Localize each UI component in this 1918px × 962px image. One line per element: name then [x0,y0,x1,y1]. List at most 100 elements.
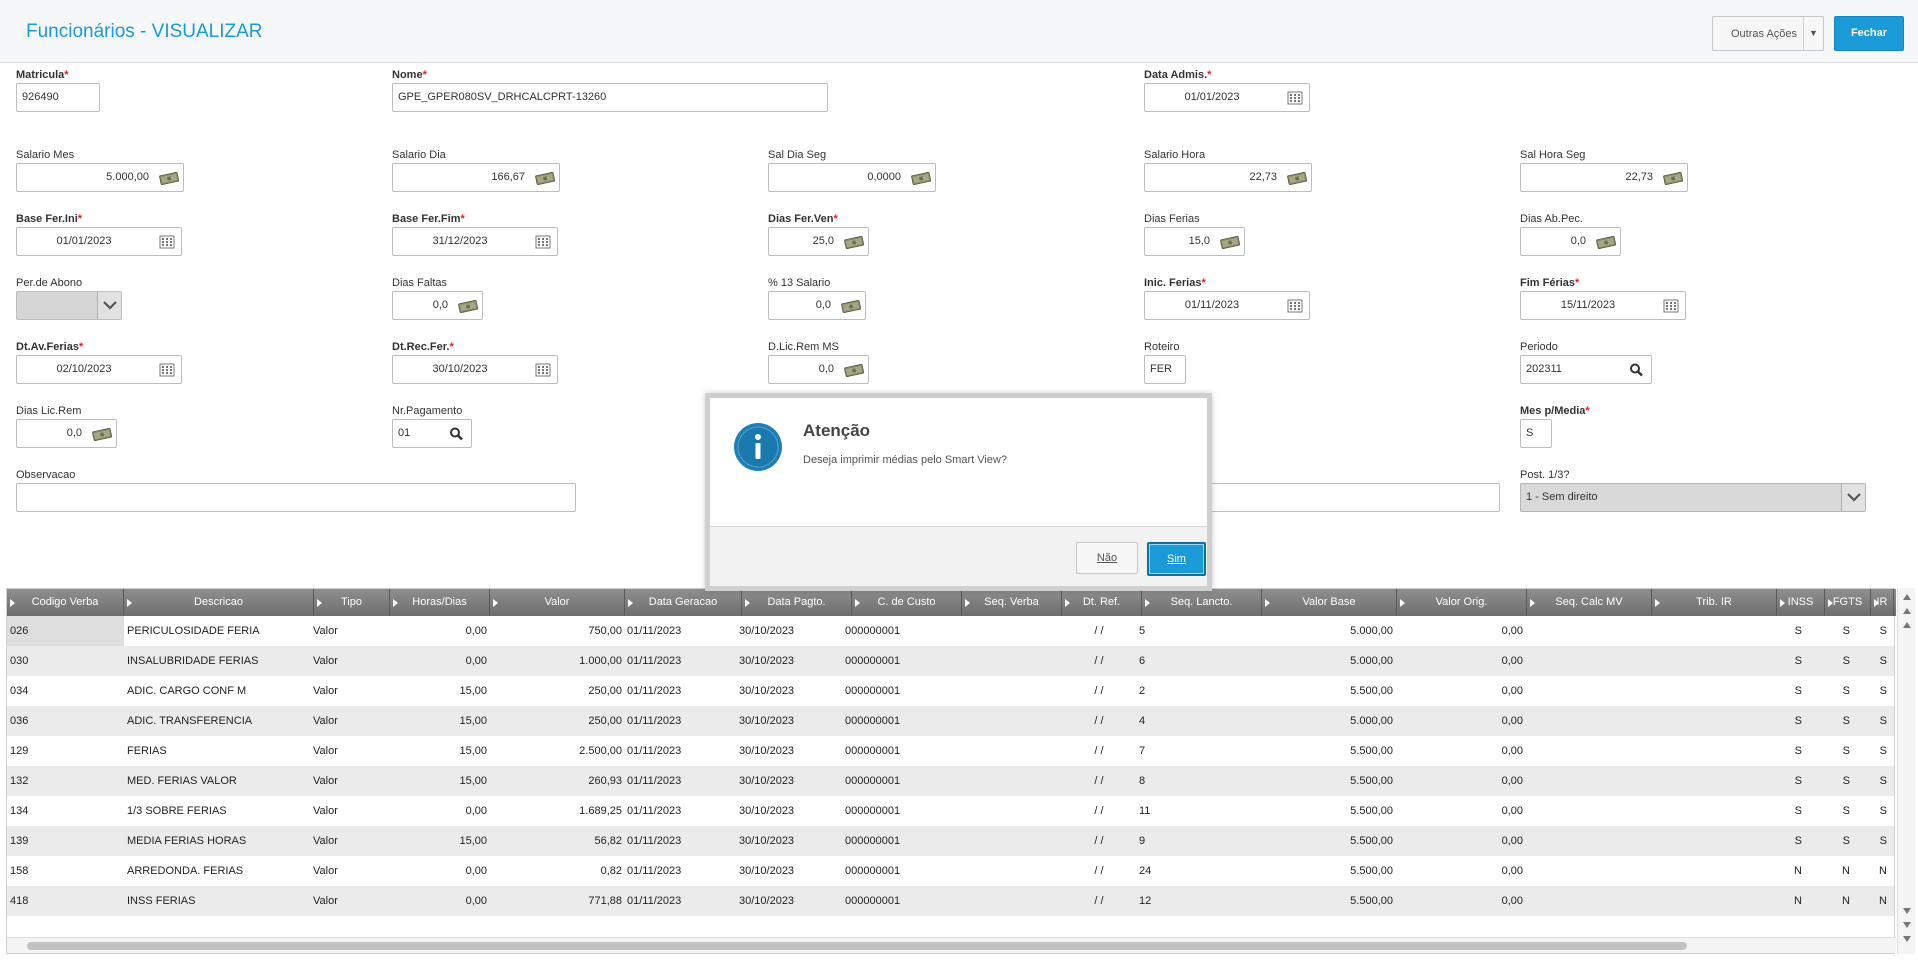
column-header[interactable]: FGTS [1825,589,1871,616]
table-cell: 030 [10,655,29,667]
table-row[interactable]: 418 INSS FERIAS Valor 0,00 771,88 01/11/2023 3… [7,886,1894,916]
table-row[interactable]: 026 PERICULOSIDADE FERIA Valor 0,00 750,00 01… [7,616,1894,646]
salario-dia-input[interactable]: 166,67 [392,163,560,192]
base-fer-fim-input[interactable]: 31/12/2023 [392,227,558,256]
money-icon[interactable] [844,362,864,378]
search-icon[interactable] [447,426,467,442]
post-1-3-input[interactable]: 1 - Sem direito [1520,483,1866,512]
table-row[interactable]: 139 MEDIA FERIAS HORAS Valor 15,00 56,82 01/1… [7,826,1894,856]
calendar-icon[interactable] [533,362,553,378]
column-header[interactable]: Seq. Lancto. [1142,589,1262,616]
money-icon[interactable] [92,426,112,442]
caret-down-icon[interactable]: ▼ [1803,17,1823,50]
nr-pagamento-input[interactable]: 01 [392,419,472,448]
column-header[interactable]: Valor Base [1262,589,1397,616]
sal-dia-seg-input[interactable]: 0,0000 [768,163,936,192]
search-icon[interactable] [1627,362,1647,378]
money-icon[interactable] [159,170,179,186]
sal-hora-seg-input[interactable]: 22,73 [1520,163,1688,192]
table-cell: S [1794,655,1802,667]
calendar-icon[interactable] [1285,298,1305,314]
table-row[interactable]: 134 1/3 SOBRE FERIAS Valor 0,00 1.689,25 01/1… [7,796,1894,826]
roteiro-input[interactable]: FER [1144,355,1186,384]
scroll-down-arrows-icon[interactable] [1899,888,1915,948]
table-row[interactable]: 129 FERIAS Valor 15,00 2.500,00 01/11/2023 30/… [7,736,1894,766]
column-header[interactable]: Codigo Verba [7,589,124,616]
table-row[interactable]: 036 ADIC. TRANSFERENCIA Valor 15,00 250,00 01… [7,706,1894,736]
dt-av-ferias-input[interactable]: 02/10/2023 [16,355,182,384]
calendar-icon[interactable] [157,362,177,378]
vertical-scrollbar[interactable] [1897,588,1915,954]
outras-acoes-button[interactable]: Outras Ações ▼ [1712,16,1824,51]
column-header[interactable]: IR [1871,589,1894,616]
column-header-label: INSS [1787,596,1814,608]
money-icon[interactable] [911,170,931,186]
table-cell [1527,796,1647,826]
label-text: % 13 Salario [768,277,831,289]
column-header[interactable]: C. de Custo [852,589,962,616]
periodo-input[interactable]: 202311 [1520,355,1652,384]
column-header[interactable]: Data Pagto. [742,589,852,616]
column-header[interactable]: Dt. Ref. [1062,589,1142,616]
table-row[interactable]: 030 INSALUBRIDADE FERIAS Valor 0,00 1.000,00… [7,646,1894,676]
mes-p-media-input[interactable]: S [1520,419,1552,448]
table-row[interactable]: 034 ADIC. CARGO CONF M Valor 15,00 250,00 01/… [7,676,1894,706]
money-icon[interactable] [1287,170,1307,186]
nome-input[interactable]: GPE_GPER080SV_DRHCALCPRT-13260 [392,83,828,112]
yes-button[interactable]: Sim [1147,542,1206,576]
label-text: Dias Fer.Ven [768,213,834,225]
table-row[interactable]: 132 MED. FERIAS VALOR Valor 15,00 260,93 01/1… [7,766,1894,796]
d-lic-rem-ms-input[interactable]: 0,0 [768,355,869,384]
label-text: Base Fer.Fim [392,213,461,225]
column-header[interactable]: Horas/Dias [390,589,490,616]
money-icon[interactable] [1663,170,1683,186]
pct-13-salario-input[interactable]: 0,0 [768,291,866,320]
calendar-icon[interactable] [1285,90,1305,106]
matricula-input[interactable]: 926490 [16,83,100,112]
column-header[interactable]: Tipo [314,589,390,616]
data-admis-input[interactable]: 01/01/2023 [1144,83,1310,112]
money-icon[interactable] [1596,234,1616,250]
table-row[interactable]: 158 ARREDONDA. FERIAS Valor 0,00 0,82 01/11/2… [7,856,1894,886]
scrollbar-thumb[interactable] [27,942,1687,950]
money-icon[interactable] [844,234,864,250]
column-header[interactable]: INSS [1777,589,1825,616]
dias-ab-pec-input[interactable]: 0,0 [1520,227,1621,256]
money-icon[interactable] [1220,234,1240,250]
calendar-icon[interactable] [157,234,177,250]
calendar-icon[interactable] [1661,298,1681,314]
money-icon[interactable] [458,298,478,314]
column-header[interactable]: Descricao [124,589,314,616]
calendar-icon[interactable] [533,234,553,250]
no-button[interactable]: Não [1076,542,1138,574]
column-header[interactable]: Seq. Verba [962,589,1062,616]
dias-fer-ven-input[interactable]: 25,0 [768,227,869,256]
column-header[interactable]: Seq. Calc MV [1527,589,1652,616]
horizontal-scrollbar[interactable] [7,937,1896,953]
money-icon[interactable] [841,298,861,314]
base-fer-ini-input[interactable]: 01/01/2023 [16,227,182,256]
money-icon[interactable] [535,170,555,186]
dias-lic-rem-input[interactable]: 0,0 [16,419,117,448]
table-cell: S [1794,625,1802,637]
column-header[interactable]: Trib. IR [1652,589,1777,616]
inic-ferias-input[interactable]: 01/11/2023 [1144,291,1310,320]
chevron-down-icon[interactable] [1841,484,1865,511]
dias-faltas-input[interactable]: 0,0 [392,291,483,320]
salario-mes-input[interactable]: 5.000,00 [16,163,184,192]
table-cell: 30/10/2023 [739,835,795,847]
salario-hora-input[interactable]: 22,73 [1144,163,1312,192]
column-header[interactable]: Valor Orig. [1397,589,1527,616]
per-abono-input[interactable] [16,291,122,320]
chevron-down-icon[interactable] [97,292,121,319]
dias-ferias-input[interactable]: 15,0 [1144,227,1245,256]
observacao-input[interactable] [16,483,576,512]
scroll-up-arrows-icon[interactable] [1899,590,1915,650]
column-header[interactable]: Valor [490,589,625,616]
dt-rec-fer-input[interactable]: 30/10/2023 [392,355,558,384]
table-cell: Valor [313,895,338,907]
label-text: Data Admis. [1144,69,1208,81]
fim-ferias-input[interactable]: 15/11/2023 [1520,291,1686,320]
fechar-button[interactable]: Fechar [1834,16,1904,51]
column-header[interactable]: Data Geracao [625,589,742,616]
